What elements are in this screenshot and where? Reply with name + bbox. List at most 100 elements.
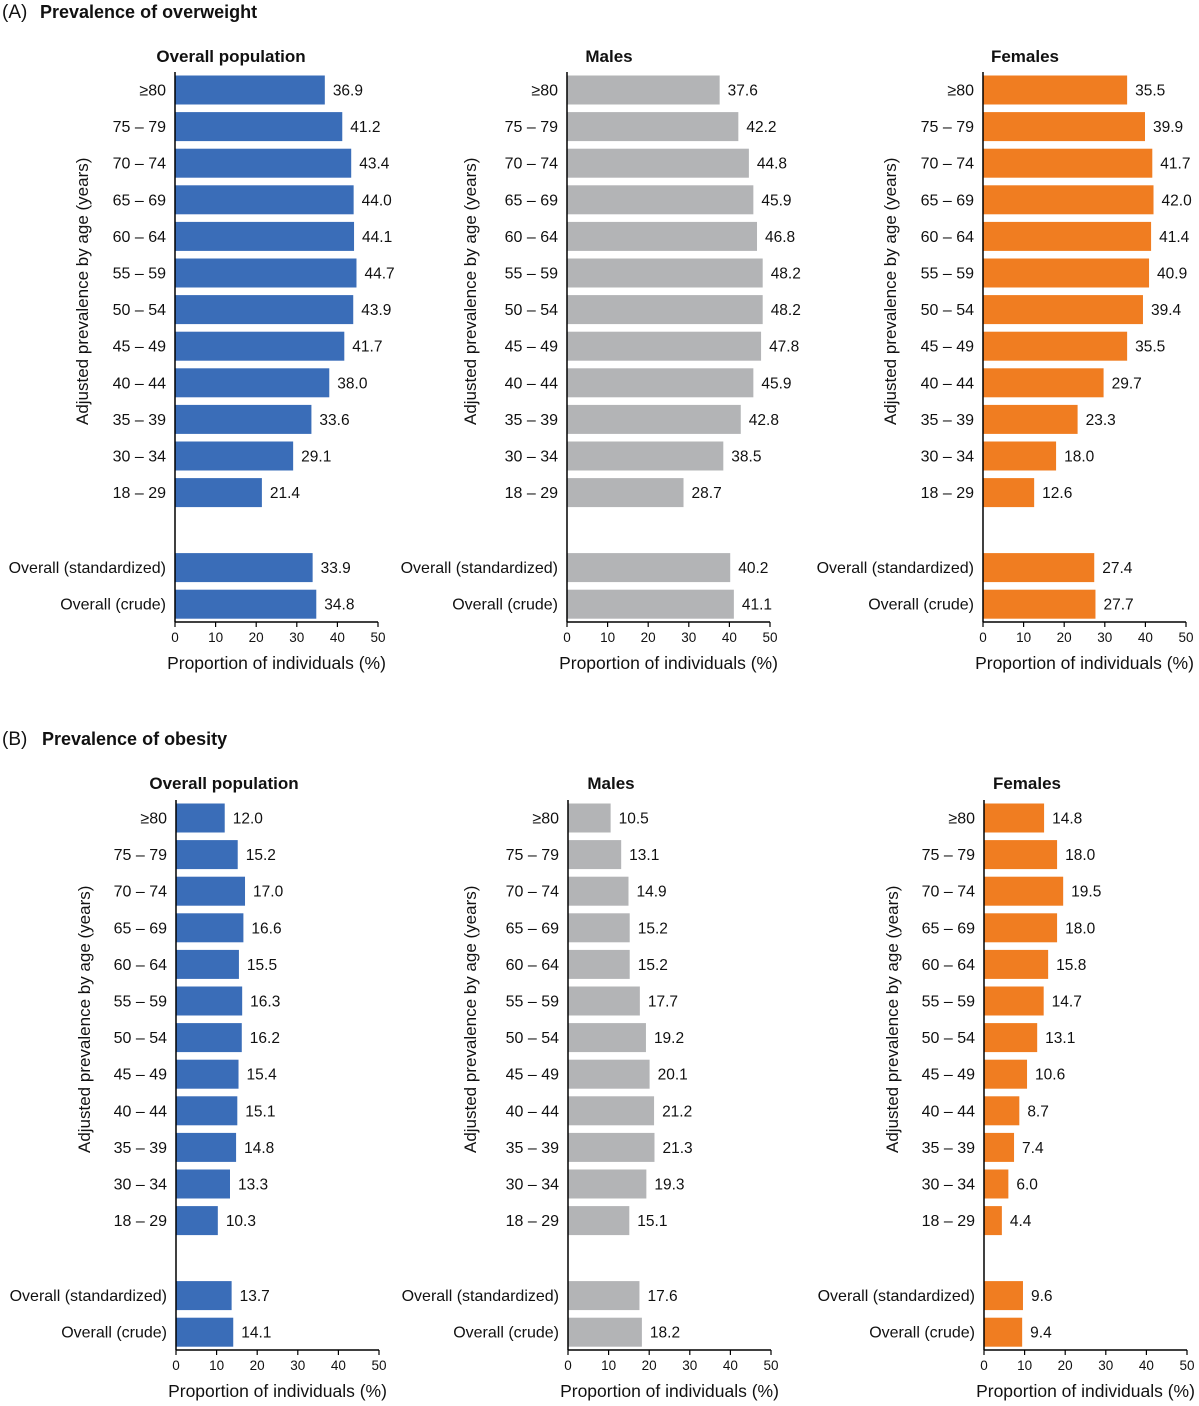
- category-label: 45 – 49: [506, 1067, 559, 1084]
- data-label: 39.4: [1151, 302, 1182, 319]
- bar-age-7: [983, 331, 1128, 361]
- category-label: 40 – 44: [114, 1103, 167, 1120]
- chart-a-3: Females Adjusted prevalence by age (years…: [817, 47, 1194, 673]
- bar-summary-0: [984, 1281, 1023, 1311]
- category-label: 55 – 59: [114, 994, 167, 1011]
- category-label: 55 – 59: [506, 994, 559, 1011]
- data-label: 27.7: [1103, 597, 1133, 614]
- x-tick-label: 0: [172, 1358, 180, 1373]
- data-label: 18.2: [650, 1325, 680, 1342]
- category-label: 55 – 59: [113, 266, 166, 283]
- data-label: 36.9: [333, 83, 363, 100]
- bar-age-2: [568, 876, 629, 906]
- x-axis-label: Proportion of individuals (%): [975, 653, 1194, 673]
- x-axis-label: Proportion of individuals (%): [976, 1381, 1195, 1401]
- y-axis-label: Adjusted prevalence by age (years): [461, 886, 480, 1153]
- data-label: 41.2: [350, 119, 380, 136]
- x-tick-label: 20: [249, 630, 264, 645]
- category-label: 75 – 79: [113, 119, 166, 136]
- category-label: 75 – 79: [114, 847, 167, 864]
- x-tick-label: 0: [171, 630, 179, 645]
- category-label: Overall (standardized): [817, 560, 974, 577]
- category-label: 75 – 79: [921, 119, 974, 136]
- category-label: ≥80: [532, 811, 559, 828]
- bar-age-5: [983, 258, 1150, 288]
- data-label: 21.2: [662, 1103, 692, 1120]
- bar-age-6: [567, 295, 763, 325]
- category-label: 30 – 34: [922, 1177, 975, 1194]
- bar-age-3: [567, 185, 754, 215]
- charts: Overall population Adjusted prevalence by…: [9, 47, 1195, 1401]
- x-tick-label: 0: [564, 1358, 572, 1373]
- data-label: 41.7: [1160, 156, 1190, 173]
- data-label: 37.6: [728, 83, 758, 100]
- data-label: 14.7: [1052, 994, 1082, 1011]
- bar-age-2: [176, 876, 246, 906]
- x-tick-label: 30: [682, 1358, 697, 1373]
- category-label: 40 – 44: [113, 375, 166, 392]
- bar-age-8: [568, 1096, 655, 1126]
- category-label: 30 – 34: [114, 1177, 167, 1194]
- data-label: 41.4: [1159, 229, 1190, 246]
- x-tick-label: 10: [209, 1358, 224, 1373]
- chart-title: Females: [993, 774, 1061, 793]
- category-label: ≥80: [139, 83, 166, 100]
- panel-b-header: (B) Prevalence of obesity: [2, 729, 227, 750]
- x-tick-label: 30: [289, 630, 304, 645]
- bar-age-4: [984, 949, 1049, 979]
- category-label: 18 – 29: [505, 485, 558, 502]
- bar-age-4: [175, 221, 355, 251]
- category-label: 50 – 54: [921, 302, 974, 319]
- x-tick-label: 20: [250, 1358, 265, 1373]
- category-label: 50 – 54: [114, 1030, 167, 1047]
- category-label: 35 – 39: [921, 412, 974, 429]
- bar-summary-1: [984, 1317, 1023, 1347]
- bar-age-2: [984, 876, 1064, 906]
- data-label: 10.5: [619, 811, 649, 828]
- category-label: Overall (standardized): [818, 1288, 975, 1305]
- bar-age-10: [175, 441, 294, 471]
- chart-a-1: Overall population Adjusted prevalence by…: [9, 47, 395, 673]
- bar-age-4: [176, 949, 239, 979]
- bar-age-2: [175, 148, 352, 178]
- category-label: Overall (crude): [61, 1325, 167, 1342]
- panel-b-letter: (B): [2, 729, 27, 750]
- data-label: 14.8: [1052, 811, 1082, 828]
- data-label: 13.7: [240, 1288, 270, 1305]
- category-label: 50 – 54: [505, 302, 558, 319]
- data-label: 13.1: [1045, 1030, 1075, 1047]
- bar-age-9: [175, 404, 312, 434]
- category-label: ≥80: [948, 811, 975, 828]
- bar-age-7: [567, 331, 762, 361]
- bar-age-0: [983, 75, 1128, 105]
- data-label: 21.3: [662, 1140, 692, 1157]
- bar-age-11: [567, 478, 684, 508]
- bar-summary-0: [175, 553, 313, 583]
- category-label: 40 – 44: [921, 375, 974, 392]
- data-label: 12.6: [1042, 485, 1072, 502]
- bar-age-1: [567, 112, 739, 142]
- chart-title: Overall population: [149, 774, 298, 793]
- data-label: 38.5: [731, 449, 761, 466]
- x-axis-label: Proportion of individuals (%): [560, 1381, 779, 1401]
- bar-age-1: [176, 840, 238, 870]
- bar-summary-0: [567, 553, 731, 583]
- data-label: 39.9: [1153, 119, 1183, 136]
- x-tick-label: 30: [1097, 630, 1112, 645]
- x-tick-label: 50: [1178, 630, 1193, 645]
- data-label: 18.0: [1065, 847, 1096, 864]
- data-label: 15.5: [247, 957, 277, 974]
- category-label: Overall (crude): [453, 1325, 559, 1342]
- x-tick-label: 30: [290, 1358, 305, 1373]
- category-label: 70 – 74: [113, 156, 166, 173]
- category-label: 30 – 34: [921, 449, 974, 466]
- bar-age-8: [567, 368, 754, 398]
- category-label: ≥80: [140, 811, 167, 828]
- bar-age-10: [567, 441, 724, 471]
- x-tick-label: 20: [641, 630, 656, 645]
- category-label: Overall (crude): [452, 597, 558, 614]
- bar-summary-0: [176, 1281, 232, 1311]
- category-label: 75 – 79: [505, 119, 558, 136]
- data-label: 38.0: [337, 375, 368, 392]
- category-label: 60 – 64: [506, 957, 559, 974]
